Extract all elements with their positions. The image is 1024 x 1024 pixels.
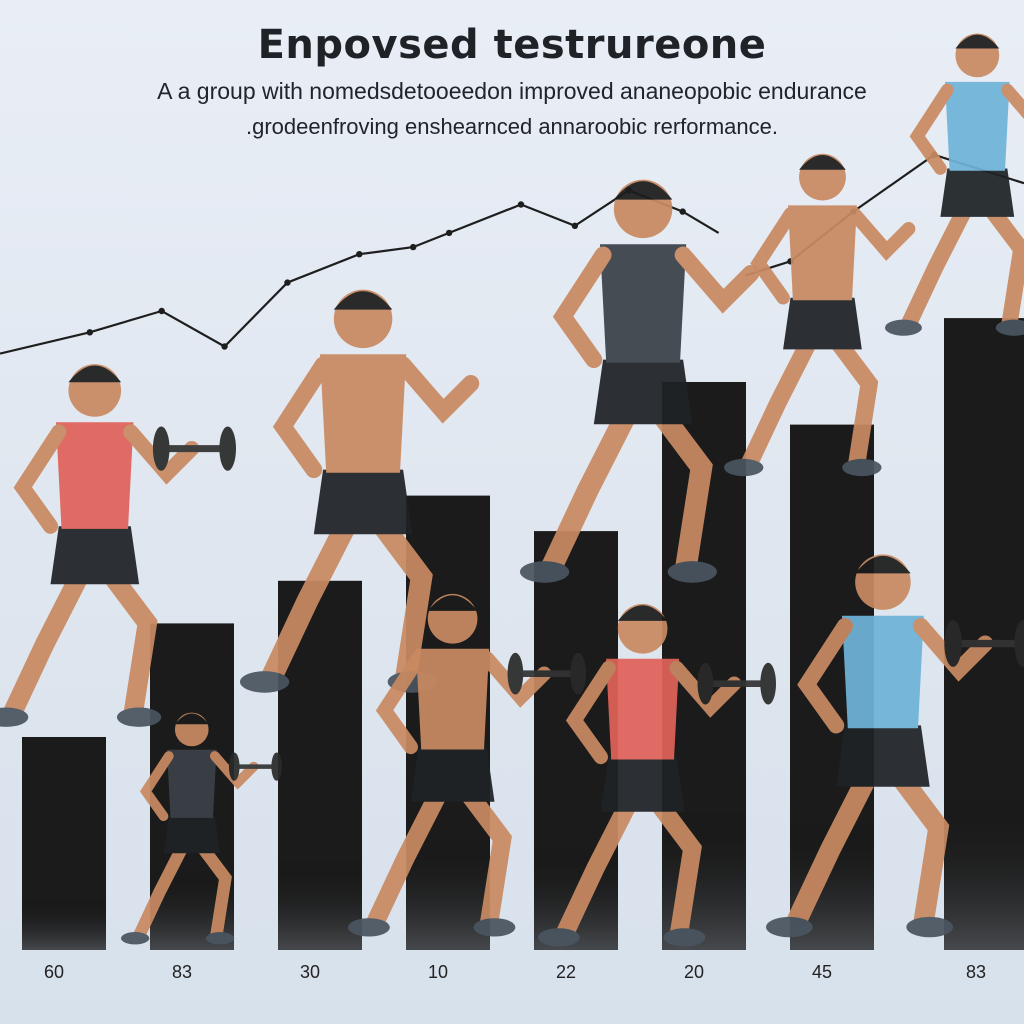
trend-line: [0, 151, 1024, 355]
athlete-figure-1: [0, 364, 236, 727]
x-tick-label: 20: [684, 962, 704, 982]
trend-point: [158, 307, 165, 315]
x-tick-label: 22: [556, 962, 576, 982]
trend-point: [86, 329, 94, 336]
trend-point: [284, 279, 291, 286]
trend-point: [356, 251, 363, 258]
athlete-figure-8: [538, 603, 777, 947]
x-tick-label: 30: [300, 962, 320, 982]
bar-shading: [22, 737, 106, 950]
chart-title: Enpovsed testrureone: [257, 22, 767, 68]
trend-point: [679, 208, 686, 215]
trend-point: [445, 229, 453, 237]
athlete-figure-6: [120, 712, 283, 945]
athlete-figure-7: [348, 593, 587, 937]
athlete-figure-4: [724, 153, 916, 477]
x-tick-label: 10: [428, 962, 448, 982]
x-axis-tick-labels: 60 83 30 10 22 20 45 83: [44, 962, 986, 982]
bar-shading: [534, 531, 618, 950]
athlete-figure-5: [885, 33, 1024, 336]
chart-subtitle-line-2: .grodeenfroving enshearnced annaroobic r…: [246, 114, 778, 139]
trend-point: [517, 201, 525, 208]
x-tick-label: 83: [966, 962, 986, 982]
trend-point: [409, 243, 417, 251]
trend-point: [221, 343, 228, 350]
athlete-figure-3: [520, 179, 760, 583]
x-tick-label: 83: [172, 962, 192, 982]
athlete-illustrations: [0, 33, 1024, 947]
athlete-figure-2: [240, 289, 480, 693]
x-tick-label: 45: [812, 962, 832, 982]
athlete-figure-9: [766, 554, 1024, 938]
chart-subtitle-line-1: A a group with nomedsdetooeedon improved…: [157, 78, 867, 104]
x-tick-label: 60: [44, 962, 64, 982]
trend-point: [571, 222, 579, 229]
